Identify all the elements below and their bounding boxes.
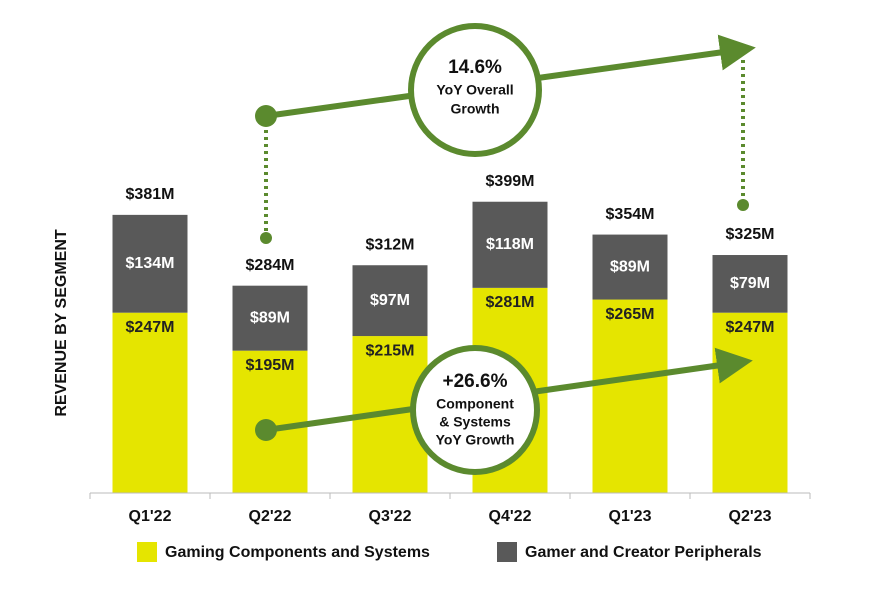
x-tick-label: Q1'22	[129, 508, 172, 525]
annotation: +26.6%	[443, 371, 508, 392]
total-label: $325M	[726, 226, 775, 243]
x-tick-label: Q4'22	[489, 508, 532, 525]
total-label: $399M	[486, 173, 535, 190]
value-label: $265M	[606, 306, 655, 323]
value-label: $89M	[610, 258, 650, 275]
x-tick-label: Q1'23	[609, 508, 652, 525]
value-label: $97M	[370, 292, 410, 309]
arrow-start	[255, 105, 277, 127]
annotation: YoY Overall	[436, 82, 513, 98]
value-label: $215M	[366, 342, 415, 359]
x-tick-label: Q2'23	[729, 508, 772, 525]
legend-label: Gamer and Creator Peripherals	[525, 544, 762, 561]
total-label: $284M	[246, 257, 295, 274]
overall-growth-callout: 14.6% YoY Overall Growth	[255, 23, 756, 244]
bar-segment	[712, 255, 788, 313]
total-label: $312M	[366, 236, 415, 253]
y-axis-label: REVENUE BY SEGMENT	[53, 229, 70, 417]
legend-swatch	[497, 542, 517, 562]
bar-segment	[112, 312, 188, 493]
connector-dot	[260, 232, 272, 244]
annotation: & Systems	[439, 414, 511, 430]
legend-label: Gaming Components and Systems	[165, 544, 430, 561]
bar-segment	[592, 299, 668, 493]
annotation: Component	[436, 396, 514, 412]
callout-circle	[410, 345, 540, 475]
total-label: $381M	[126, 186, 175, 203]
value-label: $247M	[726, 319, 775, 336]
callout-circle	[408, 23, 542, 157]
value-label: $281M	[486, 294, 535, 311]
value-label: $247M	[126, 319, 175, 336]
arrow-start	[255, 419, 277, 441]
value-label: $79M	[730, 275, 770, 292]
value-label: $89M	[250, 309, 290, 326]
bar-segment	[352, 265, 428, 337]
bar-segment	[112, 214, 188, 313]
annotation: 14.6%	[448, 57, 502, 78]
component-growth-callout: +26.6% Component & Systems YoY Growth	[255, 345, 753, 475]
value-label: $195M	[246, 357, 295, 374]
bar-segment	[712, 312, 788, 493]
annotation: Growth	[451, 101, 500, 117]
annotation: YoY Growth	[436, 432, 515, 448]
connector-dot	[737, 199, 749, 211]
value-label: $118M	[486, 236, 534, 253]
legend-swatch	[137, 542, 157, 562]
x-tick-label: Q2'22	[249, 508, 292, 525]
bar-segment	[472, 201, 548, 288]
value-label: $134M	[126, 255, 175, 272]
bar-segment	[592, 234, 668, 300]
legend: Gaming Components and Systems Gamer and C…	[137, 542, 762, 562]
bar-segment	[232, 285, 308, 351]
total-label: $354M	[606, 206, 655, 223]
x-tick-label: Q3'22	[369, 508, 412, 525]
bars: $247M $134M $381M Q1'22 $195M $89M $284M Q2'22 $…	[89, 173, 811, 525]
